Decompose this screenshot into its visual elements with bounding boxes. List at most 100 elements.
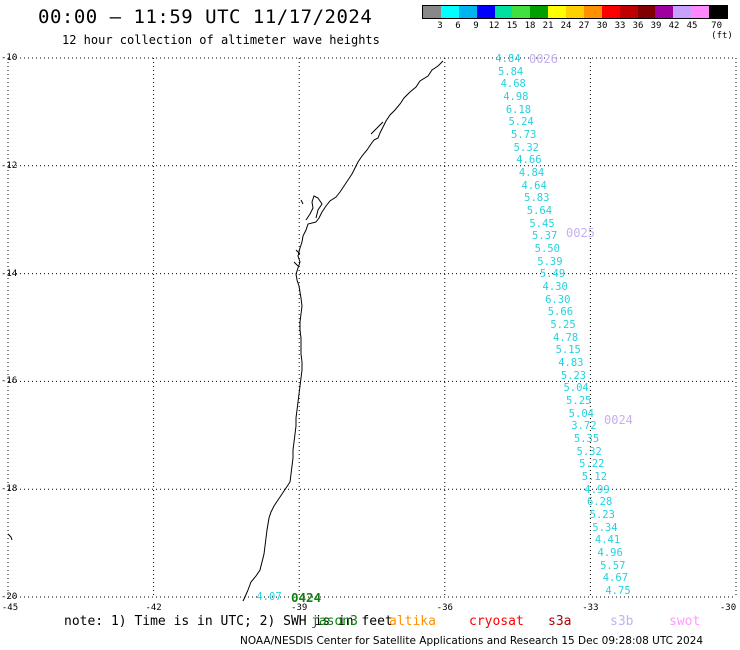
legend-swatch: [637, 6, 656, 18]
wave-height-value: 5.32: [576, 445, 602, 458]
legend-label: 30: [596, 21, 608, 31]
wave-height-value: 4.30: [542, 281, 568, 293]
wave-height-value: 5.45: [529, 217, 555, 230]
legend-label: 18: [524, 21, 536, 31]
green-pass-value: 4.07: [256, 591, 282, 603]
lat-tick-label: -16: [1, 376, 18, 387]
legend-swatch: [566, 6, 584, 18]
wave-height-value: 5.25: [566, 395, 592, 407]
legend-swatch: [548, 6, 566, 18]
lon-tick-label: -30: [719, 603, 737, 613]
wave-height-value: 5.32: [513, 141, 539, 154]
legend-sat-swot: swot: [669, 614, 701, 629]
footer-note: note: 1) Time is in UTC; 2) SWH is in fe…: [64, 614, 393, 629]
wave-height-value: 4.75: [605, 585, 631, 597]
wave-height-value: 6.28: [587, 496, 613, 509]
legend-label: 39: [650, 21, 662, 31]
legend-label: 42: [668, 21, 680, 31]
legend-label: 6: [455, 21, 461, 31]
page-title: 00:00 – 11:59 UTC 11/17/2024: [38, 6, 373, 28]
legend-sat-altika: altika: [389, 614, 436, 629]
wave-height-value: 4.64: [521, 179, 547, 192]
wave-height-value: 4.68: [500, 78, 526, 91]
credit-line: NOAA/NESDIS Center for Satellite Applica…: [240, 635, 704, 647]
legend-label: 21: [542, 21, 554, 31]
map-grid: [7, 57, 737, 598]
wave-height-value: 5.57: [600, 559, 626, 572]
legend-label: 27: [578, 21, 590, 31]
legend-label: 12: [488, 21, 500, 31]
wave-height-value: 5.23: [589, 509, 615, 521]
legend-label: 15: [506, 21, 518, 31]
wave-height-value: 6.30: [545, 293, 571, 306]
legend-label: 45: [686, 21, 698, 31]
wave-height-value: 4.66: [516, 154, 542, 167]
coastline: [242, 60, 444, 602]
wave-height-value: 5.34: [592, 521, 618, 534]
wave-height-value: 5.35: [573, 433, 600, 445]
wave-height-value: 5.04: [568, 407, 594, 420]
lon-tick-label: -39: [291, 603, 308, 613]
wave-height-value: 4.99: [584, 483, 610, 496]
legend-swatch: [619, 6, 638, 18]
wave-height-value: 4.67: [602, 572, 629, 585]
wave-height-value: 4.84: [518, 167, 545, 179]
legend-swatch: [601, 6, 620, 18]
legend-swatch: [423, 6, 441, 18]
legend-sat-s3a: s3a: [548, 614, 572, 629]
wave-height-value: 5.22: [579, 458, 605, 471]
legend-swatch: [709, 6, 727, 18]
lat-tick-label: -12: [1, 160, 18, 171]
lon-tick-label: -36: [436, 603, 453, 613]
wave-height-value: 3.72: [571, 420, 597, 433]
legend-swatch: [583, 6, 602, 18]
wave-height-value: 5.39: [537, 255, 563, 268]
legend-swatch: [494, 6, 513, 18]
wave-height-value: 4.78: [552, 331, 579, 344]
legend-swatch: [673, 6, 692, 18]
page-subtitle: 12 hour collection of altimeter wave hei…: [62, 33, 380, 47]
wave-height-value: 5.49: [539, 268, 566, 281]
legend-swatch: [440, 6, 459, 18]
legend-label: 36: [632, 21, 644, 31]
wave-height-value: 5.66: [547, 306, 574, 319]
wave-height-value: 4.84: [495, 53, 521, 65]
legend-label: 3: [437, 21, 443, 31]
lon-tick-label: -33: [582, 603, 599, 613]
wave-height-value: 4.41: [594, 534, 621, 547]
wave-height-value: 5.84: [497, 65, 524, 78]
lat-tick-label: -10: [1, 53, 18, 63]
lon-tick-label: -45: [1, 603, 19, 613]
pass-label-0024: 0024: [604, 413, 633, 427]
pass-label-0026: 0026: [529, 52, 558, 66]
wave-height-value: 4.96: [597, 547, 623, 559]
wave-height-value: 4.83: [558, 357, 584, 369]
lat-tick-label: -20: [1, 592, 18, 602]
wave-height-value: 5.04: [563, 382, 589, 395]
lat-tick-label: -14: [1, 268, 18, 279]
lat-tick-label: -18: [1, 484, 18, 495]
wave-height-value: 5.15: [555, 344, 581, 357]
color-legend: [422, 5, 728, 19]
legend-sat-cryosat: cryosat: [469, 614, 524, 629]
wave-height-value: 5.12: [581, 471, 608, 483]
legend-label: 33: [614, 21, 626, 31]
legend-swatch: [458, 6, 477, 18]
wave-height-value: 6.18: [505, 103, 532, 116]
legend-swatch: [655, 6, 674, 18]
legend-swatch: [691, 6, 709, 18]
legend-swatch: [476, 6, 495, 18]
legend-sat-s3b: s3b: [610, 614, 634, 629]
legend-swatch: [512, 6, 531, 18]
wave-height-value: 5.37: [532, 230, 558, 243]
wave-height-value: 5.64: [526, 205, 553, 217]
pass-label-0025: 0025: [566, 226, 595, 240]
wave-height-value: 4.98: [503, 91, 529, 103]
wave-height-value: 5.50: [534, 243, 560, 255]
lon-tick-label: -42: [145, 603, 162, 613]
legend-label: 9: [473, 21, 479, 31]
wave-height-value: 5.73: [511, 129, 537, 141]
wave-height-value: 5.23: [560, 369, 587, 382]
legend-label: 24: [560, 21, 572, 31]
